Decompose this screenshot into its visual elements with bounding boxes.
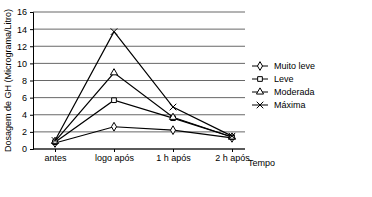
grid-line [33, 80, 245, 81]
y-tick-label: 8 [22, 76, 27, 86]
y-tick-label: 16 [17, 7, 27, 17]
y-tick-mark [30, 98, 33, 99]
legend-item: Muito leve [252, 61, 315, 71]
x-axis: antes logo após 1 h após 2 h após [33, 149, 250, 163]
marker [170, 126, 175, 135]
x-tick-label: 2 h após [215, 153, 250, 163]
legend-label: Moderada [274, 87, 315, 97]
y-tick-mark [30, 46, 33, 47]
y-tick: 10 [17, 59, 33, 69]
marker [111, 28, 118, 35]
marker [110, 69, 117, 75]
legend-item: Máxima [252, 100, 306, 110]
series-line [55, 73, 232, 142]
chart: 0 2 4 6 8 10 12 14 16 antes logo após 1 h após 2 h a… [0, 0, 372, 197]
y-tick-label: 6 [22, 93, 27, 103]
x-tick-mark [55, 149, 56, 152]
legend-item: Leve [252, 74, 294, 84]
marker [169, 113, 176, 119]
grid-line [33, 46, 245, 47]
y-tick: 8 [22, 76, 33, 86]
marker [229, 133, 236, 140]
x-tick: 2 h após [215, 149, 250, 163]
y-tick-label: 12 [17, 42, 27, 52]
plot-area [51, 28, 235, 147]
y-tick: 12 [17, 42, 33, 52]
marker [52, 137, 59, 144]
y-tick: 16 [17, 7, 33, 17]
grid-line [33, 97, 245, 98]
legend-label: Muito leve [274, 61, 315, 71]
y-tick-mark [30, 29, 33, 30]
y-tick: 0 [22, 144, 33, 154]
y-tick-mark [30, 81, 33, 82]
y-tick-label: 0 [22, 144, 27, 154]
series-line [55, 100, 232, 142]
y-tick-mark [30, 132, 33, 133]
y-axis: 0 2 4 6 8 10 12 14 16 [17, 7, 34, 154]
legend-marker [257, 102, 264, 109]
legend-marker [257, 62, 262, 71]
legend-marker [258, 77, 263, 82]
x-axis-title: Tempo [248, 158, 275, 168]
y-tick-label: 14 [17, 25, 27, 35]
x-tick-mark [232, 149, 233, 152]
grid [33, 12, 245, 149]
legend-label: Máxima [274, 100, 306, 110]
y-tick-mark [30, 149, 33, 150]
y-axis-line [30, 13, 34, 150]
y-tick-mark [30, 115, 33, 116]
marker [51, 137, 58, 143]
y-tick-mark [30, 63, 33, 64]
x-tick: antes [44, 149, 67, 163]
marker [170, 104, 177, 111]
x-tick: 1 h após [156, 149, 191, 163]
legend-item: Moderada [252, 87, 315, 97]
legend-marker [256, 88, 263, 94]
x-axis-line [33, 149, 245, 150]
y-tick: 14 [17, 25, 33, 35]
x-tick: logo após [95, 149, 135, 163]
y-tick-label: 2 [22, 127, 27, 137]
y-tick-label: 10 [17, 59, 27, 69]
grid-line [33, 29, 245, 30]
x-tick-label: logo após [95, 153, 135, 163]
legend-label: Leve [274, 74, 294, 84]
x-tick-label: antes [44, 153, 67, 163]
marker [228, 133, 235, 139]
y-tick: 4 [22, 110, 33, 120]
legend: Muito leve Leve Moderada Máxima [252, 61, 315, 110]
grid-line [33, 114, 245, 115]
x-tick-mark [173, 149, 174, 152]
grid-line [33, 12, 245, 13]
grid-line [33, 149, 245, 150]
marker [111, 122, 116, 131]
series-line [55, 32, 232, 141]
y-axis-title: Dosagem de GH (Micrograma/Litro) [3, 9, 13, 152]
marker [112, 98, 117, 103]
series-line [55, 127, 232, 143]
x-tick-label: 1 h após [156, 153, 191, 163]
y-tick-label: 4 [22, 110, 27, 120]
y-tick: 2 [22, 127, 33, 137]
y-tick: 6 [22, 93, 33, 103]
x-tick-mark [114, 149, 115, 152]
y-tick-mark [30, 12, 33, 13]
